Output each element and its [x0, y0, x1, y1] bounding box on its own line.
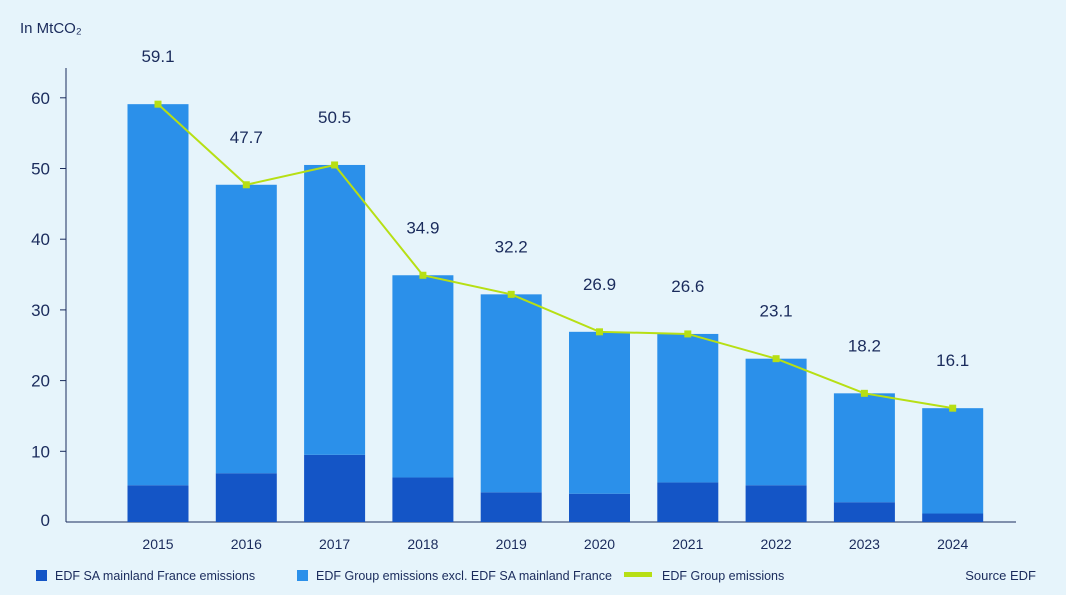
y-axis: 0 10 20 30 40 50 60 — [31, 68, 67, 530]
line-point — [596, 328, 603, 336]
group-emissions-line — [154, 100, 957, 412]
total-value-label: 47.7 — [230, 128, 263, 147]
line-point — [154, 100, 162, 108]
x-tick-label: 2017 — [319, 536, 350, 552]
total-value-label: 50.5 — [318, 108, 351, 127]
total-value-label: 26.9 — [583, 275, 616, 294]
total-value-label: 16.1 — [936, 351, 969, 370]
x-tick-label: 2021 — [672, 536, 703, 552]
y-tick-label: 0 — [41, 511, 50, 530]
legend-label: EDF SA mainland France emissions — [55, 569, 255, 583]
total-value-label: 26.6 — [671, 277, 704, 296]
bar-mainland-france — [392, 477, 454, 522]
bar-group-excl-mainland — [657, 333, 719, 483]
bar-mainland-france — [922, 513, 984, 522]
legend: EDF SA mainland France emissions EDF Grou… — [36, 569, 784, 583]
total-value-label: 59.1 — [141, 47, 174, 66]
line-point — [684, 330, 692, 338]
source-note: Source EDF — [965, 568, 1036, 583]
bar-mainland-france — [480, 492, 542, 522]
x-tick-label: 2019 — [496, 536, 527, 552]
bar-group-excl-mainland — [480, 294, 542, 493]
legend-label: EDF Group emissions — [662, 569, 784, 583]
line-point — [419, 271, 427, 279]
x-tick-label: 2023 — [849, 536, 880, 552]
bar-group-excl-mainland — [215, 184, 277, 474]
bar-mainland-france — [127, 485, 189, 522]
bars — [127, 104, 984, 522]
x-tick-label: 2022 — [761, 536, 792, 552]
bar-group-excl-mainland — [304, 164, 366, 455]
y-tick-label: 40 — [31, 230, 50, 249]
y-tick-label: 30 — [31, 301, 50, 320]
x-axis: 2015 2016 2017 2018 2019 2020 2021 2022 2023 2024 — [66, 521, 1016, 552]
x-tick-label: 2015 — [142, 536, 173, 552]
unit-label: In MtCO₂ — [20, 20, 82, 37]
total-value-label: 34.9 — [406, 218, 439, 237]
line-point — [949, 404, 957, 412]
legend-swatch — [624, 572, 652, 577]
line-point — [507, 290, 515, 298]
x-tick-label: 2018 — [407, 536, 438, 552]
bar-group-excl-mainland — [127, 104, 189, 486]
line-point — [242, 181, 250, 189]
legend-swatch — [297, 570, 308, 581]
y-tick-label: 10 — [31, 442, 50, 461]
y-tick-label: 20 — [31, 372, 50, 391]
legend-label: EDF Group emissions excl. EDF SA mainlan… — [316, 569, 612, 583]
bar-group-excl-mainland — [745, 358, 807, 486]
bar-group-excl-mainland — [569, 331, 630, 494]
line-point — [331, 161, 339, 169]
y-tick-label: 50 — [31, 160, 50, 179]
y-tick-label: 60 — [31, 89, 50, 108]
x-tick-label: 2020 — [584, 536, 615, 552]
total-value-label: 18.2 — [848, 336, 881, 355]
bar-mainland-france — [745, 485, 807, 522]
total-value-label: 32.2 — [495, 237, 528, 256]
bar-group-excl-mainland — [922, 408, 984, 514]
bar-mainland-france — [833, 502, 895, 522]
bar-group-excl-mainland — [392, 275, 454, 478]
bar-mainland-france — [304, 454, 366, 522]
x-tick-label: 2024 — [937, 536, 968, 552]
bar-mainland-france — [657, 482, 719, 522]
bar-mainland-france — [215, 473, 277, 522]
total-value-label: 23.1 — [760, 302, 793, 321]
line-point — [860, 389, 868, 397]
group-emissions-polyline — [157, 103, 953, 410]
bar-group-excl-mainland — [833, 393, 895, 503]
line-point — [772, 355, 780, 363]
total-labels: 59.1 47.7 50.5 34.9 32.2 26.9 26.6 23.1 18.2 16.1 — [141, 47, 969, 370]
bar-mainland-france — [569, 493, 630, 522]
x-tick-label: 2016 — [231, 536, 262, 552]
legend-swatch — [36, 570, 47, 581]
